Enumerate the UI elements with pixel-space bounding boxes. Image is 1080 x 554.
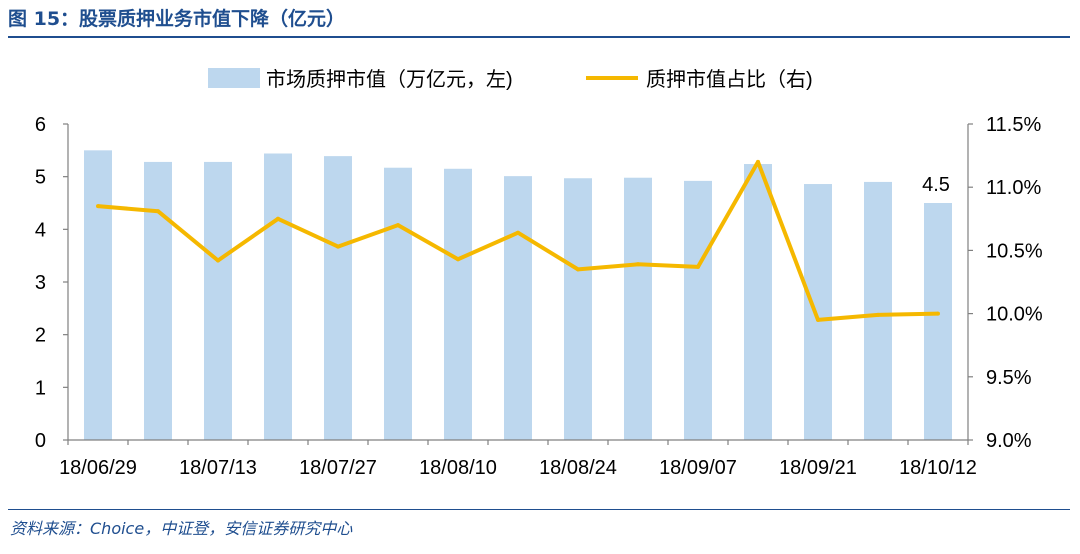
bar-8	[564, 178, 592, 440]
line-point-2	[216, 258, 220, 263]
x-tick-label: 18/09/21	[779, 457, 857, 479]
line-series	[96, 159, 940, 322]
line-point-14	[936, 311, 940, 316]
bar-3	[264, 153, 292, 440]
line-point-10	[696, 264, 700, 269]
x-tick-label: 18/07/27	[299, 457, 377, 479]
line-point-12	[816, 317, 820, 322]
tick-labels: 0 1 2 3 4 5 6 9.0% 9.5% 10.0% 10.5% 11.0% 11.5% 18/06…	[35, 114, 1043, 479]
bar-1	[144, 161, 172, 441]
line-point-3	[276, 216, 280, 221]
bar-9	[624, 177, 652, 440]
bar-5	[384, 167, 412, 441]
line-point-1	[156, 209, 160, 214]
legend-line-label: 质押市值占比（右)	[646, 68, 813, 91]
legend-bar-label: 市场质押市值（万亿元，左)	[266, 68, 513, 91]
y-right-tick-label: 11.0%	[986, 177, 1041, 199]
y-left-tick-label: 1	[35, 377, 46, 399]
bar-10	[684, 180, 712, 440]
y-left-tick-label: 6	[35, 114, 46, 136]
bar-7	[504, 176, 532, 440]
x-tick-label: 18/10/12	[899, 457, 977, 479]
x-tick-label: 18/06/29	[59, 457, 137, 479]
line-point-8	[576, 267, 580, 272]
line-point-11	[756, 159, 760, 164]
x-tick-label: 18/08/10	[419, 457, 497, 479]
data-label-last-bar: 4.5	[922, 174, 950, 196]
y-left-tick-label: 0	[35, 430, 46, 452]
y-right-tick-label: 9.0%	[986, 430, 1032, 452]
line-point-13	[876, 312, 880, 317]
bar-11	[744, 164, 772, 440]
line-point-9	[636, 262, 640, 267]
legend-bar-swatch	[208, 68, 260, 88]
bar-12	[804, 184, 832, 440]
y-right-tick-label: 10.0%	[986, 304, 1043, 326]
y-left-tick-label: 3	[35, 272, 46, 294]
x-tick-label: 18/08/24	[539, 457, 617, 479]
legend: 市场质押市值（万亿元，左) 质押市值占比（右)	[208, 68, 813, 91]
source-note: 资料来源：Choice，中证登，安信证券研究中心	[10, 519, 353, 538]
y-left-tick-label: 5	[35, 167, 46, 189]
line-point-4	[336, 244, 340, 249]
y-left-tick-label: 4	[35, 219, 46, 241]
y-right-tick-label: 9.5%	[986, 367, 1032, 389]
bar-6	[444, 168, 472, 440]
y-right-tick-label: 11.5%	[986, 114, 1041, 136]
x-tick-label: 18/07/13	[179, 457, 257, 479]
y-right-tick-label: 10.5%	[986, 240, 1043, 262]
bar-0	[84, 150, 112, 441]
x-tick-label: 18/09/07	[659, 457, 737, 479]
figure-title: 图 15：股票质押业务市值下降（亿元）	[8, 8, 346, 30]
line-point-5	[396, 223, 400, 228]
line-point-0	[96, 204, 100, 209]
bar-series	[84, 150, 952, 441]
bar-4	[324, 156, 352, 441]
axes	[63, 123, 973, 445]
bar-14	[924, 203, 952, 440]
bar-13	[864, 181, 892, 440]
y-left-tick-label: 2	[35, 325, 46, 347]
title-rule	[8, 36, 1070, 38]
line-point-7	[516, 230, 520, 235]
bar-2	[204, 161, 232, 441]
line-point-6	[456, 257, 460, 262]
source-rule	[8, 509, 1070, 510]
